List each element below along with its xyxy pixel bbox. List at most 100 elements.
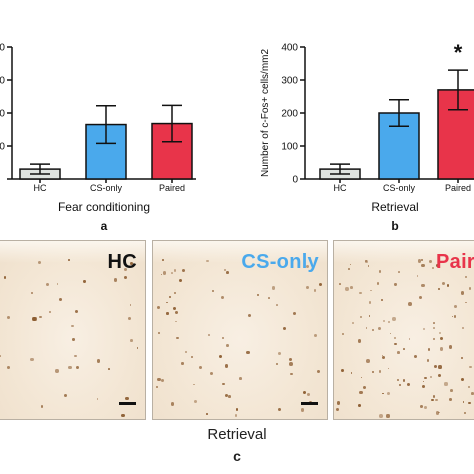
stained-cell [166,301,169,304]
micrograph-label-hc: HC [107,251,137,273]
stained-cell [290,372,293,375]
stained-cell [437,288,440,290]
stained-cell [397,379,400,382]
y-tick-label: 100 [0,142,5,153]
stained-cell [427,348,430,351]
stained-cell [420,405,423,409]
stained-cell [127,317,132,321]
stained-cell [421,283,425,288]
stained-cell [234,414,238,417]
significance-marker: * [454,40,463,65]
y-axis-label: Number of c-Fos+ cells/mm2 [260,49,271,178]
stained-cell [173,269,177,272]
stained-cell [414,354,418,358]
stained-cell [381,356,385,360]
stained-cell [471,392,474,395]
stained-cell [453,315,457,318]
stained-cell [182,269,186,273]
stained-cell [56,282,59,285]
stained-cell [136,347,139,349]
stained-cell [433,326,435,329]
stained-cell [74,310,78,314]
stained-cell [368,315,371,318]
stained-cell [74,354,77,357]
stained-cell [76,365,80,369]
stained-cell [426,359,430,362]
x-tick-label: HC [334,183,347,193]
stained-cell [174,310,178,314]
stained-cell [399,384,402,387]
stained-cell [438,411,440,414]
stained-cell [172,306,177,311]
stained-cell [432,321,435,324]
stained-cell [446,283,450,287]
stained-cell [316,369,320,374]
panel-letter-a: a [101,219,108,233]
stained-cell [257,294,259,296]
stained-cell [345,287,349,291]
stained-cell [469,365,472,369]
micrograph-label-cs-only: CS-only [241,251,319,273]
stained-cell [359,316,362,319]
stained-cell [468,287,472,290]
stained-cell [267,296,270,299]
stained-cell [387,392,391,396]
stained-cell [96,398,99,400]
y-tick-label: 400 [281,43,298,54]
panel-letter-c: c [233,448,241,464]
stained-cell [307,392,311,396]
stained-cell [282,327,286,331]
stained-cell [157,377,161,382]
y-tick-label: 300 [281,76,298,87]
stained-cell [429,259,433,263]
stained-cell [39,315,42,319]
x-axis-label: Fear conditioning [58,200,150,214]
stained-cell [432,267,435,270]
stained-cell [408,338,411,340]
stained-cell [38,260,42,264]
stained-cell [350,371,353,374]
stained-cell [424,405,428,409]
stained-cell [383,319,386,322]
stained-cell [419,296,423,300]
stained-cell [184,350,188,354]
stained-cell [342,333,345,335]
stained-cell [421,384,425,389]
stained-cell [71,324,74,328]
stained-cell [349,263,352,266]
stained-cell [30,357,34,362]
stained-cell [378,370,382,373]
stained-cell [300,408,305,412]
stained-cell [403,348,405,350]
stained-cell [198,366,203,370]
stained-cell [193,383,196,386]
stained-cell [247,313,252,318]
stained-cell [349,285,353,289]
stained-cell [161,259,164,261]
stained-cell [421,264,425,268]
stained-cell [162,271,167,275]
stained-cell [168,295,171,298]
stained-cell [352,322,354,324]
stained-cell [289,362,293,366]
stained-cell [207,334,210,336]
stained-cell [226,343,230,347]
stained-cell [421,259,423,261]
stained-cell [422,327,426,331]
stained-cell [305,264,309,268]
stained-cell [435,398,438,402]
stained-cell [467,385,470,388]
stained-cell [444,382,448,386]
stained-cell [206,259,209,262]
stained-cell [108,368,110,370]
stained-cell [40,405,44,408]
micrograph-label-paired: Paired [436,251,474,273]
x-tick-label: CS-only [90,183,123,193]
stained-cell [360,376,363,379]
stained-cell [129,304,132,306]
stained-cell [318,282,322,286]
stained-cell [441,281,446,286]
stained-cell [406,383,411,387]
stained-cell [130,339,134,343]
stained-cell [439,336,444,341]
